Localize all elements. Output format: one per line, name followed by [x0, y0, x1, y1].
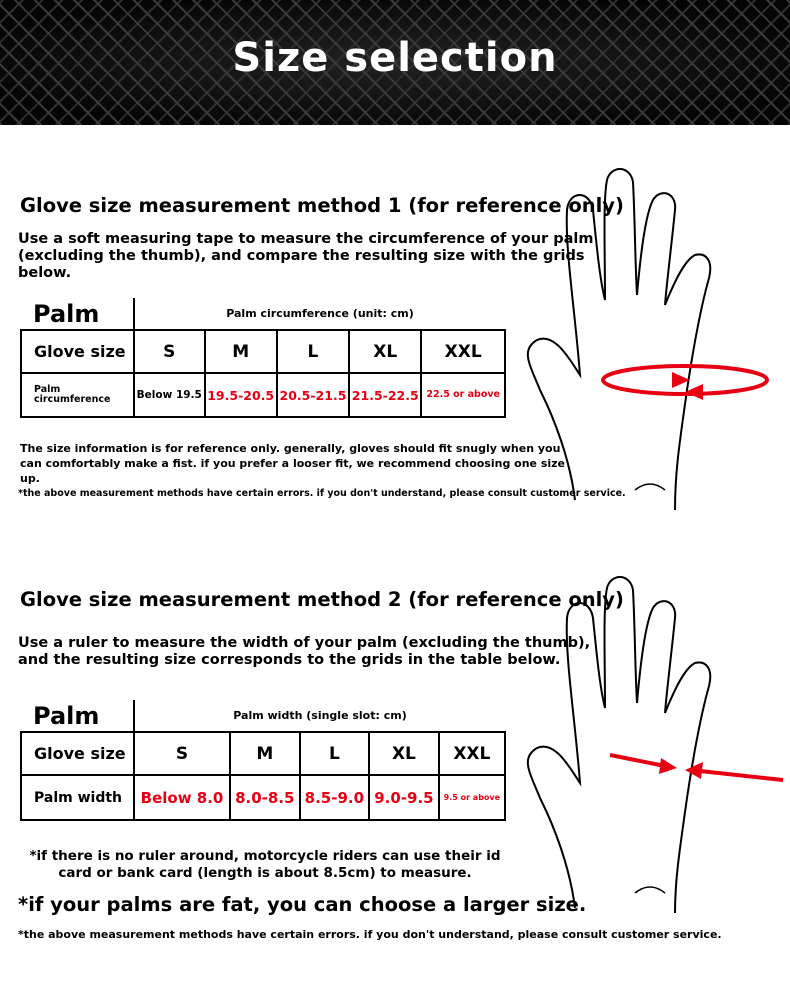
method2-size-table: Palm Palm width (single slot: cm) Glove s… [20, 700, 507, 821]
hand-ruler-illustration [526, 576, 784, 914]
size-label: Glove size [20, 329, 135, 374]
ruler-note: *if there is no ruler around, motorcycle… [29, 848, 501, 881]
size-label: Glove size [20, 731, 135, 776]
hand-tape-illustration [526, 168, 769, 511]
page-title: Size selection [232, 34, 558, 81]
method2-disclaimer: *the above measurement methods have cert… [18, 928, 722, 941]
value-xxl: 9.5 or above [437, 774, 507, 821]
size-xxl: XXL [437, 731, 507, 776]
size-xl: XL [348, 329, 423, 374]
size-l: L [298, 731, 371, 776]
row-label: Palm circumference [20, 372, 135, 418]
method2-title: Glove size measurement method 2 (for ref… [20, 588, 624, 611]
value-s: Below 19.5 [133, 372, 206, 418]
fat-palm-note: *if your palms are fat, you can choose a… [18, 893, 587, 916]
value-l: 8.5-9.0 [298, 774, 371, 821]
value-l: 20.5-21.5 [275, 372, 351, 418]
size-m: M [203, 329, 278, 374]
size-xxl: XXL [420, 329, 506, 374]
value-m: 19.5-20.5 [203, 372, 278, 418]
size-xl: XL [368, 731, 440, 776]
size-m: M [229, 731, 301, 776]
table-caption: Palm circumference (unit: cm) [134, 298, 505, 331]
size-s: S [133, 329, 206, 374]
size-s: S [132, 731, 232, 776]
value-m: 8.0-8.5 [229, 774, 301, 821]
size-l: L [275, 329, 351, 374]
value-s: Below 8.0 [132, 774, 232, 821]
method2-instructions: Use a ruler to measure the width of your… [18, 635, 591, 668]
table-corner: Palm [21, 298, 135, 331]
value-xl: 9.0-9.5 [368, 774, 440, 821]
method1-note: The size information is for reference on… [20, 442, 566, 485]
method1-disclaimer: *the above measurement methods have cert… [18, 488, 626, 499]
table-caption: Palm width (single slot: cm) [134, 700, 505, 733]
value-xl: 21.5-22.5 [348, 372, 423, 418]
method1-title: Glove size measurement method 1 (for ref… [20, 194, 624, 217]
header-banner: Size selection [0, 0, 790, 125]
method1-size-table: Palm Palm circumference (unit: cm) Glove … [20, 298, 506, 418]
method1-instructions: Use a soft measuring tape to measure the… [18, 231, 594, 281]
table-corner: Palm [21, 700, 135, 733]
value-xxl: 22.5 or above [420, 372, 506, 418]
row-label: Palm width [20, 774, 135, 821]
